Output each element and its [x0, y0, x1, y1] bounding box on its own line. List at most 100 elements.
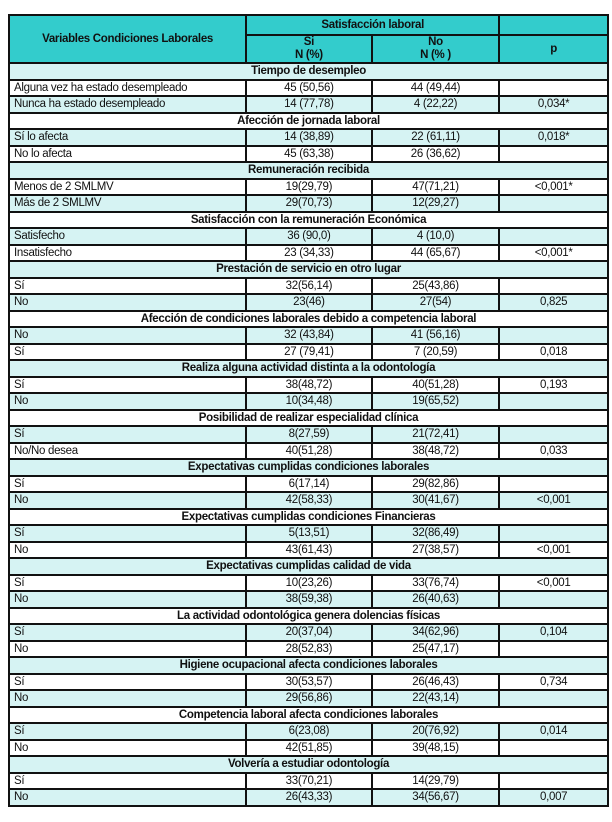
- no-value: 19(65,52): [370, 392, 501, 411]
- no-unit: N (% ): [420, 49, 451, 61]
- no-value: 26 (36,62): [370, 144, 501, 163]
- row-label: No: [7, 293, 248, 312]
- si-value: 45 (50,56): [245, 78, 373, 97]
- p-value: 0,033: [498, 441, 609, 460]
- p-value: [498, 771, 609, 790]
- si-value: 23 (34,33): [245, 243, 373, 262]
- si-value: 36 (90,0): [245, 227, 373, 246]
- table-row: No 32 (43,84) 41 (56,16): [7, 326, 609, 345]
- p-value: <0,001: [498, 573, 609, 592]
- no-header: No N (% ): [370, 34, 501, 64]
- p-value: 0,018: [498, 342, 609, 361]
- table-row: Sí 27 (79,41) 7 (20,59) 0,018: [7, 342, 609, 361]
- section-title: Higiene ocupacional afecta condiciones l…: [8, 656, 609, 675]
- variables-header: Variables Condiciones Laborales: [7, 14, 248, 64]
- section-title: La actividad odontológica genera dolenci…: [8, 606, 609, 625]
- section-header-row: Expectativas cumplidas condiciones Finan…: [8, 507, 609, 526]
- si-value: 10(23,26): [245, 573, 373, 592]
- p-value: 0,018*: [498, 128, 609, 147]
- table-row: No 26(43,33) 34(56,67) 0,007: [7, 788, 609, 807]
- no-value: 27(54): [370, 293, 501, 312]
- p-value: <0,001*: [498, 177, 609, 196]
- si-value: 6(23,08): [245, 722, 373, 741]
- p-value: 0,034*: [498, 95, 609, 114]
- row-label: Sí lo afecta: [7, 128, 248, 147]
- si-value: 10(34,48): [245, 392, 373, 411]
- no-value: 7 (20,59): [370, 342, 501, 361]
- no-value: 22 (61,11): [370, 128, 501, 147]
- no-value: 44 (65,67): [370, 243, 501, 262]
- section-title: Expectativas cumplidas condiciones labor…: [8, 458, 609, 477]
- row-label: No lo afecta: [7, 144, 248, 163]
- no-value: 30(41,67): [370, 491, 501, 510]
- section-header-row: Prestación de servicio en otro lugar: [8, 260, 609, 279]
- row-label: No: [7, 639, 248, 658]
- section-header-row: Expectativas cumplidas calidad de vida: [8, 557, 609, 576]
- section-title: Afección de condiciones laborales debido…: [8, 309, 609, 328]
- section-title: Expectativas cumplidas condiciones Finan…: [8, 507, 609, 526]
- p-value: [498, 326, 609, 345]
- row-label: Sí: [7, 573, 248, 592]
- results-table: Variables Condiciones Laborales Satisfac…: [7, 14, 609, 807]
- table-row: No/No desea 40(51,28) 38(48,72) 0,033: [7, 441, 609, 460]
- no-value: 14(29,79): [370, 771, 501, 790]
- section-header-row: Realiza alguna actividad distinta a la o…: [8, 359, 609, 378]
- p-value: [498, 194, 609, 213]
- no-value: 44 (49,44): [370, 78, 501, 97]
- table-row: Sí 33(70,21) 14(29,79): [7, 771, 609, 790]
- table-row: Sí 38(48,72) 40(51,28) 0,193: [7, 375, 609, 394]
- si-value: 14 (77,78): [245, 95, 373, 114]
- p-value: <0,001: [498, 491, 609, 510]
- si-value: 32 (43,84): [245, 326, 373, 345]
- p-value: [498, 738, 609, 757]
- row-label: No: [7, 326, 248, 345]
- p-value: [498, 392, 609, 411]
- table-row: Menos de 2 SMLMV 19(29,79) 47(71,21) <0,001…: [7, 177, 609, 196]
- section-header-row: Remuneración recibida: [8, 161, 609, 180]
- row-label: Sí: [7, 375, 248, 394]
- si-value: 40(51,28): [245, 441, 373, 460]
- section-title: Expectativas cumplidas calidad de vida: [8, 557, 609, 576]
- section-header-row: Afección de condiciones laborales debido…: [8, 309, 609, 328]
- row-label: Menos de 2 SMLMV: [7, 177, 248, 196]
- row-label: No: [7, 590, 248, 609]
- row-label: Sí: [7, 623, 248, 642]
- table-row: No 42(58,33) 30(41,67) <0,001: [7, 491, 609, 510]
- table-row: No 42(51,85) 39(48,15): [7, 738, 609, 757]
- row-label: No: [7, 392, 248, 411]
- p-value: 0,193: [498, 375, 609, 394]
- section-title: Remuneración recibida: [8, 161, 609, 180]
- row-label: No: [7, 689, 248, 708]
- si-value: 45 (63,38): [245, 144, 373, 163]
- row-label: No/No desea: [7, 441, 248, 460]
- si-value: 20(37,04): [245, 623, 373, 642]
- empty-header: [498, 14, 609, 36]
- table-body: Tiempo de desempleo Alguna vez ha estado …: [7, 62, 609, 807]
- section-title: Satisfacción con la remuneración Económi…: [8, 210, 609, 229]
- row-label: No: [7, 540, 248, 559]
- section-header-row: Afección de jornada laboral: [8, 111, 609, 130]
- p-value: 0,734: [498, 672, 609, 691]
- no-value: 26(46,43): [370, 672, 501, 691]
- section-header-row: Competencia laboral afecta condiciones l…: [8, 705, 609, 724]
- table-row: No lo afecta 45 (63,38) 26 (36,62): [7, 144, 609, 163]
- no-value: 34(62,96): [370, 623, 501, 642]
- no-value: 4 (22,22): [370, 95, 501, 114]
- no-value: 22(43,14): [370, 689, 501, 708]
- si-value: 43(61,43): [245, 540, 373, 559]
- no-value: 25(47,17): [370, 639, 501, 658]
- row-label: Insatisfecho: [7, 243, 248, 262]
- table-row: Sí 32(56,14) 25(43,86): [7, 276, 609, 295]
- p-value: <0,001*: [498, 243, 609, 262]
- no-value: 39(48,15): [370, 738, 501, 757]
- p-header: p: [498, 34, 609, 64]
- si-label: Si: [303, 36, 315, 48]
- si-value: 42(58,33): [245, 491, 373, 510]
- p-value: [498, 689, 609, 708]
- row-label: Nunca ha estado desempleado: [7, 95, 248, 114]
- table-row: Sí 6(23,08) 20(76,92) 0,014: [7, 722, 609, 741]
- si-value: 30(53,57): [245, 672, 373, 691]
- table-row: Satisfecho 36 (90,0) 4 (10,0): [7, 227, 609, 246]
- table-row: No 28(52,83) 25(47,17): [7, 639, 609, 658]
- p-value: 0,007: [498, 788, 609, 807]
